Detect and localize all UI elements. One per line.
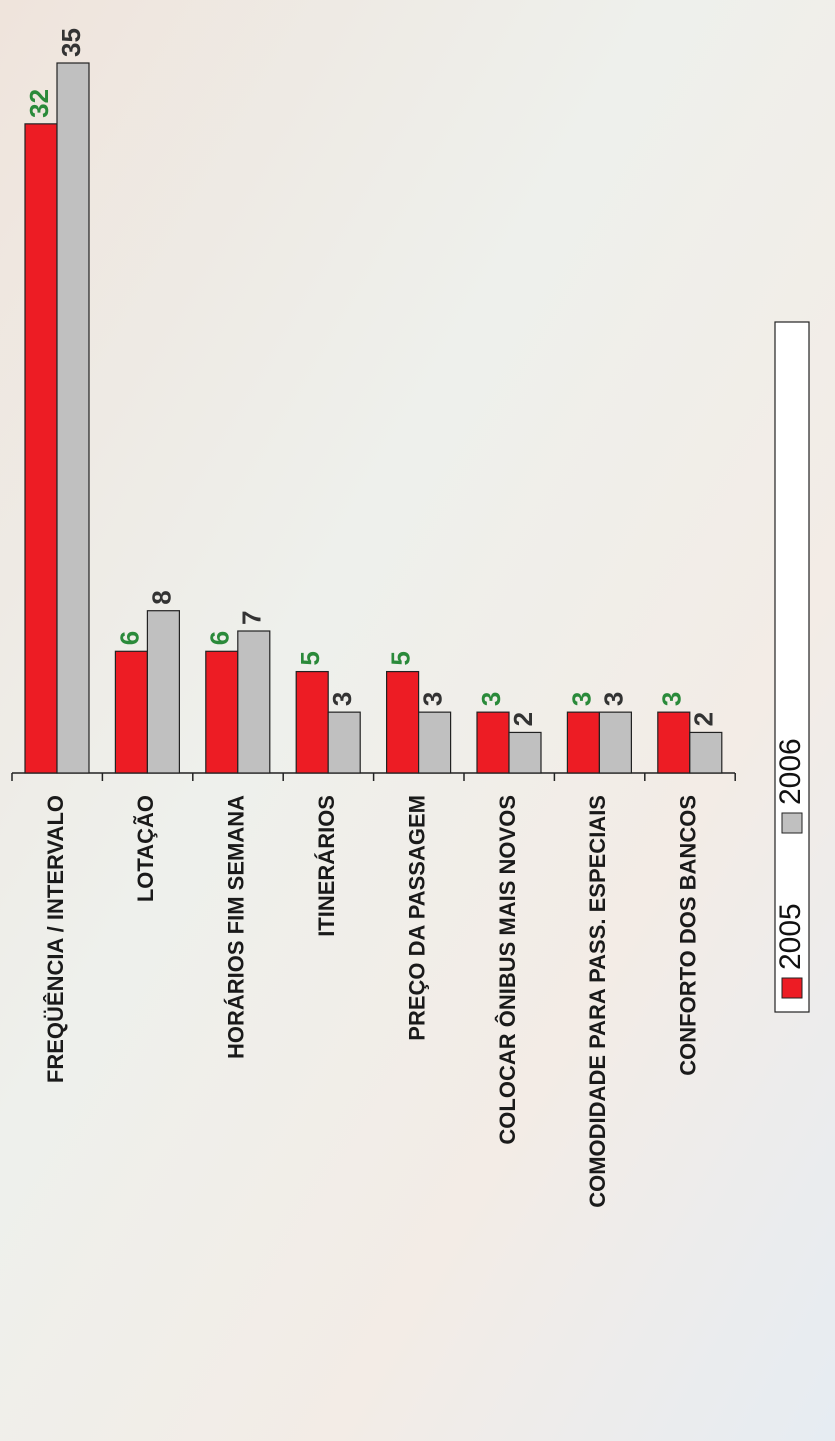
value-label: 32 bbox=[24, 89, 54, 118]
value-label: 2 bbox=[508, 712, 538, 726]
value-label: 3 bbox=[598, 692, 628, 706]
x-tick-label: LOTAÇÃO bbox=[133, 795, 158, 902]
value-label: 2 bbox=[689, 712, 719, 726]
x-tick-label: COLOCAR ÔNIBUS MAIS NOVOS bbox=[495, 795, 520, 1145]
value-label: 6 bbox=[205, 631, 235, 645]
bar bbox=[509, 732, 541, 773]
x-tick-label: COMODIDADE PARA PASS. ESPECIAIS bbox=[585, 795, 610, 1208]
value-label: 3 bbox=[566, 692, 596, 706]
value-label: 5 bbox=[385, 651, 415, 665]
x-tick-label: PREÇO DA PASSAGEM bbox=[404, 795, 429, 1041]
bar bbox=[206, 651, 238, 773]
bar bbox=[477, 712, 509, 773]
bar bbox=[115, 651, 147, 773]
chart: FREQÜÊNCIA / INTERVALO3235LOTAÇÃO68HORÁR… bbox=[0, 0, 835, 1441]
bar bbox=[419, 712, 451, 773]
bar bbox=[567, 712, 599, 773]
bar bbox=[296, 672, 328, 773]
bar bbox=[387, 672, 419, 773]
value-label: 5 bbox=[295, 651, 325, 665]
x-tick-label: FREQÜÊNCIA / INTERVALO bbox=[43, 795, 68, 1083]
bar bbox=[147, 611, 179, 773]
x-tick-label: ITINERÁRIOS bbox=[314, 795, 339, 937]
bar bbox=[25, 124, 57, 773]
legend-swatch bbox=[782, 978, 802, 998]
bar bbox=[57, 63, 89, 773]
bar bbox=[658, 712, 690, 773]
value-label: 3 bbox=[417, 692, 447, 706]
legend-label: 2005 bbox=[774, 903, 807, 970]
value-label: 35 bbox=[56, 28, 86, 57]
x-tick-label: HORÁRIOS FIM SEMANA bbox=[224, 795, 249, 1059]
bar bbox=[238, 631, 270, 773]
bar bbox=[690, 732, 722, 773]
legend-label: 2006 bbox=[774, 738, 807, 805]
legend-swatch bbox=[782, 813, 802, 833]
value-label: 8 bbox=[146, 590, 176, 604]
value-label: 6 bbox=[114, 631, 144, 645]
value-label: 3 bbox=[327, 692, 357, 706]
bar bbox=[328, 712, 360, 773]
value-label: 7 bbox=[237, 611, 267, 625]
value-label: 3 bbox=[476, 692, 506, 706]
x-tick-label: CONFORTO DOS BANCOS bbox=[676, 795, 701, 1076]
value-label: 3 bbox=[657, 692, 687, 706]
bar bbox=[599, 712, 631, 773]
